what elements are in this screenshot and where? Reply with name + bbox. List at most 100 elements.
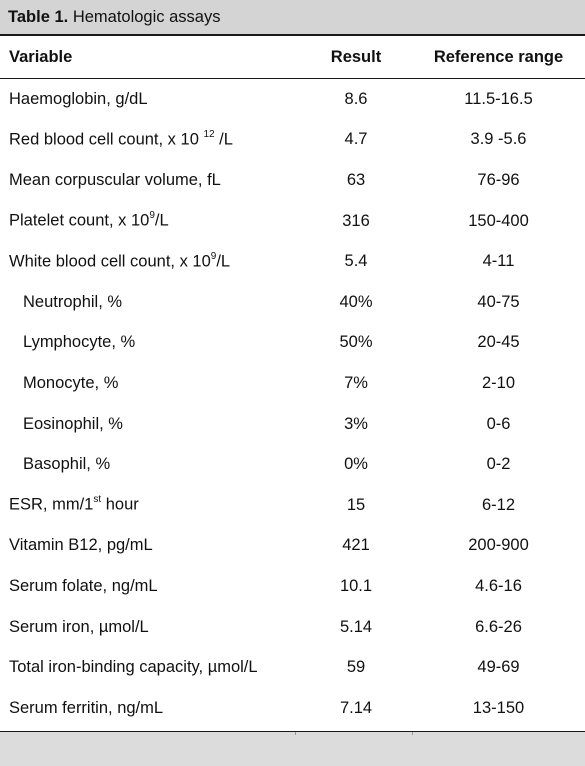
variable-superscript: 9 bbox=[149, 210, 155, 222]
result-cell: 7.14 bbox=[339, 698, 373, 717]
variable-superscript: 9 bbox=[210, 250, 217, 262]
reference-range-cell: 20-45 bbox=[477, 333, 520, 352]
result-cell: 40% bbox=[339, 292, 373, 311]
variable-text: Mean corpuscular volume, fL bbox=[9, 170, 221, 189]
result-cell: 50% bbox=[339, 333, 373, 352]
table-row: Total iron-binding capacity, µmol/L 59 49-… bbox=[0, 647, 585, 688]
result-cell: 15 bbox=[346, 495, 366, 514]
variable-text: Vitamin B12, pg/mL bbox=[9, 536, 153, 555]
variable-text: Red blood cell count, x 10 bbox=[9, 130, 204, 149]
reference-range-cell: 11.5-16.5 bbox=[464, 89, 533, 108]
table-row: Serum iron, µmol/L 5.14 6.6-26 bbox=[0, 607, 585, 648]
table-header: Variable Result Reference range bbox=[0, 36, 585, 79]
table-number: Table 1. bbox=[8, 8, 69, 26]
result-cell: 0% bbox=[344, 455, 368, 474]
table-row: Platelet count, x 109/L 316 150-400 bbox=[0, 201, 585, 242]
header-reference-range: Reference range bbox=[433, 47, 564, 66]
top-rule bbox=[0, 34, 585, 36]
reference-range-cell: 4.6-16 bbox=[475, 576, 522, 595]
variable-cell: Serum iron, µmol/L bbox=[0, 618, 300, 637]
variable-text: Platelet count, x 10 bbox=[9, 211, 150, 230]
result-cell: 4.7 bbox=[344, 130, 368, 149]
variable-cell: Eosinophil, % bbox=[0, 415, 300, 434]
table-row: Basophil, % 0% 0-2 bbox=[0, 444, 585, 485]
variable-unit-suffix: /L bbox=[216, 252, 231, 271]
variable-text: Serum folate, ng/mL bbox=[9, 576, 158, 595]
variable-text: Haemoglobin, g/dL bbox=[9, 89, 148, 108]
reference-range-cell: 76-96 bbox=[477, 170, 520, 189]
variable-cell: Total iron-binding capacity, µmol/L bbox=[0, 658, 300, 677]
reference-range-cell: 0-2 bbox=[486, 455, 511, 474]
reference-range-cell: 40-75 bbox=[477, 292, 520, 311]
variable-unit-suffix: hour bbox=[101, 495, 139, 514]
variable-text: Neutrophil, % bbox=[23, 292, 123, 311]
variable-text: Eosinophil, % bbox=[23, 414, 123, 433]
footer-divider-mark bbox=[412, 732, 413, 735]
reference-range-cell: 4-11 bbox=[482, 252, 515, 271]
table-row: Haemoglobin, g/dL 8.6 11.5-16.5 bbox=[0, 79, 585, 120]
table-row: Monocyte, % 7% 2-10 bbox=[0, 363, 585, 404]
table-body: Haemoglobin, g/dL 8.6 11.5-16.5 Red blood c… bbox=[0, 79, 585, 729]
footer-divider-mark bbox=[295, 732, 296, 735]
table-row: ESR, mm/1st hour 15 6-12 bbox=[0, 485, 585, 526]
reference-range-cell: 200-900 bbox=[468, 536, 529, 555]
variable-unit-suffix: /L bbox=[214, 130, 233, 149]
variable-cell: Platelet count, x 109/L bbox=[0, 210, 300, 231]
variable-cell: Serum ferritin, ng/mL bbox=[0, 699, 300, 718]
table-row: Vitamin B12, pg/mL 421 200-900 bbox=[0, 526, 585, 567]
table-row: Serum ferritin, ng/mL 7.14 13-150 bbox=[0, 688, 585, 729]
variable-cell: Neutrophil, % bbox=[0, 293, 300, 312]
result-cell: 421 bbox=[342, 536, 370, 555]
table-row: Neutrophil, % 40% 40-75 bbox=[0, 282, 585, 323]
result-cell: 3% bbox=[344, 414, 368, 433]
reference-range-cell: 3.9 -5.6 bbox=[470, 130, 527, 149]
result-cell: 7% bbox=[344, 373, 368, 392]
variable-text: Monocyte, % bbox=[23, 373, 119, 392]
variable-cell: Basophil, % bbox=[0, 455, 300, 474]
reference-range-cell: 150-400 bbox=[468, 211, 529, 230]
header-result: Result bbox=[330, 47, 382, 66]
result-cell: 59 bbox=[346, 658, 366, 677]
variable-cell: Monocyte, % bbox=[0, 374, 300, 393]
result-cell: 5.4 bbox=[344, 252, 368, 271]
table-row: Eosinophil, % 3% 0-6 bbox=[0, 404, 585, 445]
variable-cell: Haemoglobin, g/dL bbox=[0, 90, 300, 109]
variable-text: Basophil, % bbox=[23, 455, 111, 474]
table-caption: Table 1. Hematologic assays bbox=[0, 0, 585, 34]
reference-range-cell: 49-69 bbox=[477, 658, 520, 677]
table-footer-bar bbox=[0, 731, 585, 766]
variable-cell: Mean corpuscular volume, fL bbox=[0, 171, 300, 190]
result-cell: 63 bbox=[346, 170, 366, 189]
table-row: Red blood cell count, x 10 12 /L 4.7 3.9 -… bbox=[0, 120, 585, 161]
variable-cell: ESR, mm/1st hour bbox=[0, 494, 300, 515]
variable-text: Serum iron, µmol/L bbox=[9, 617, 149, 636]
variable-text: Total iron-binding capacity, µmol/L bbox=[9, 658, 258, 677]
header-variable: Variable bbox=[9, 47, 73, 66]
result-cell: 10.1 bbox=[339, 576, 373, 595]
variable-text: Lymphocyte, % bbox=[23, 333, 136, 352]
table-row: Mean corpuscular volume, fL 63 76-96 bbox=[0, 160, 585, 201]
variable-cell: Vitamin B12, pg/mL bbox=[0, 536, 300, 555]
variable-text: Serum ferritin, ng/mL bbox=[9, 698, 164, 717]
reference-range-cell: 6-12 bbox=[481, 495, 516, 514]
reference-range-cell: 13-150 bbox=[472, 698, 525, 717]
result-cell: 8.6 bbox=[344, 89, 368, 108]
variable-cell: Lymphocyte, % bbox=[0, 333, 300, 352]
reference-range-cell: 0-6 bbox=[486, 414, 511, 433]
variable-cell: Serum folate, ng/mL bbox=[0, 577, 300, 596]
variable-superscript: st bbox=[93, 494, 102, 506]
reference-range-cell: 2-10 bbox=[481, 373, 516, 392]
variable-unit-suffix: /L bbox=[154, 211, 169, 230]
variable-cell: White blood cell count, x 109/L bbox=[0, 250, 300, 272]
variable-text: White blood cell count, x 10 bbox=[9, 252, 211, 271]
result-cell: 316 bbox=[342, 211, 370, 230]
table-row: White blood cell count, x 109/L 5.4 4-11 bbox=[0, 241, 585, 282]
variable-text: ESR, mm/1 bbox=[9, 495, 94, 514]
table-title: Hematologic assays bbox=[72, 8, 221, 26]
table-row: Serum folate, ng/mL 10.1 4.6-16 bbox=[0, 566, 585, 607]
variable-superscript: 12 bbox=[203, 129, 215, 141]
result-cell: 5.14 bbox=[339, 617, 373, 636]
reference-range-cell: 6.6-26 bbox=[475, 617, 522, 636]
variable-cell: Red blood cell count, x 10 12 /L bbox=[0, 129, 300, 150]
